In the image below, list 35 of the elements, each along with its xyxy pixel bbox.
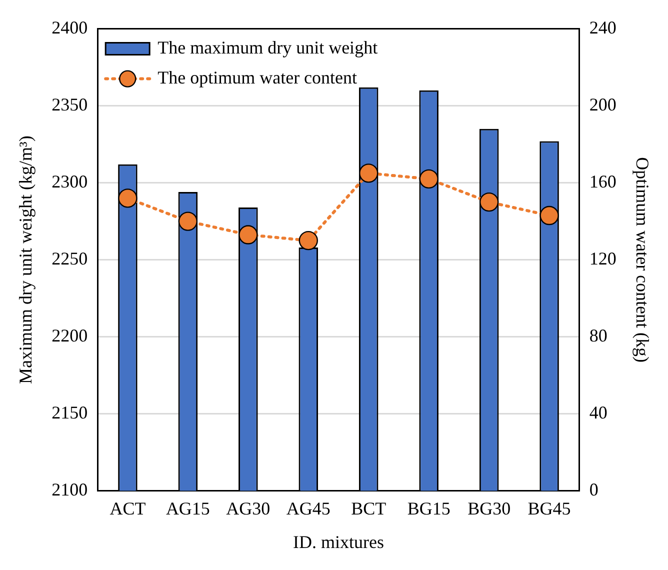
y2-tick-label: 0 bbox=[589, 480, 598, 500]
x-tick-label: BG15 bbox=[407, 498, 450, 518]
point bbox=[540, 206, 559, 226]
point bbox=[479, 192, 499, 212]
x-axis-title: ID. mixtures bbox=[293, 532, 384, 552]
y-tick-label: 2100 bbox=[52, 480, 88, 500]
y-tick-label: 2400 bbox=[52, 18, 88, 38]
point bbox=[178, 212, 198, 231]
legend-label: The optimum water content bbox=[158, 68, 358, 88]
x-tick-label: BCT bbox=[351, 498, 386, 518]
point bbox=[298, 230, 318, 250]
point bbox=[118, 188, 138, 208]
point bbox=[419, 169, 438, 189]
y2-tick-label: 120 bbox=[589, 248, 616, 269]
point bbox=[359, 164, 378, 183]
x-tick-label: BG30 bbox=[468, 498, 511, 518]
point bbox=[238, 225, 258, 244]
legend-label: The maximum dry unit weight bbox=[158, 38, 378, 58]
x-tick-label: AG15 bbox=[166, 498, 210, 518]
y-tick-label: 2350 bbox=[52, 94, 88, 115]
y2-tick-label: 240 bbox=[589, 18, 616, 38]
y-tick-label: 2250 bbox=[52, 248, 88, 269]
y2-tick-label: 200 bbox=[589, 94, 616, 115]
x-tick-label: ACT bbox=[110, 498, 146, 518]
y-tick-label: 2300 bbox=[52, 172, 88, 192]
y-tick-label: 2200 bbox=[52, 326, 88, 346]
y2-tick-label: 80 bbox=[589, 326, 608, 346]
y2-axis-title: Optimum water content (kg) bbox=[632, 157, 652, 363]
x-tick-label: BG45 bbox=[528, 498, 571, 518]
x-tick-label: AG30 bbox=[226, 498, 270, 518]
x-tick-label: AG45 bbox=[286, 498, 330, 518]
y-axis-title: Maximum dry unit weight (kg/m³) bbox=[16, 136, 36, 384]
y2-tick-label: 40 bbox=[589, 402, 608, 423]
y2-tick-label: 160 bbox=[589, 172, 616, 192]
y-tick-label: 2150 bbox=[52, 402, 88, 423]
